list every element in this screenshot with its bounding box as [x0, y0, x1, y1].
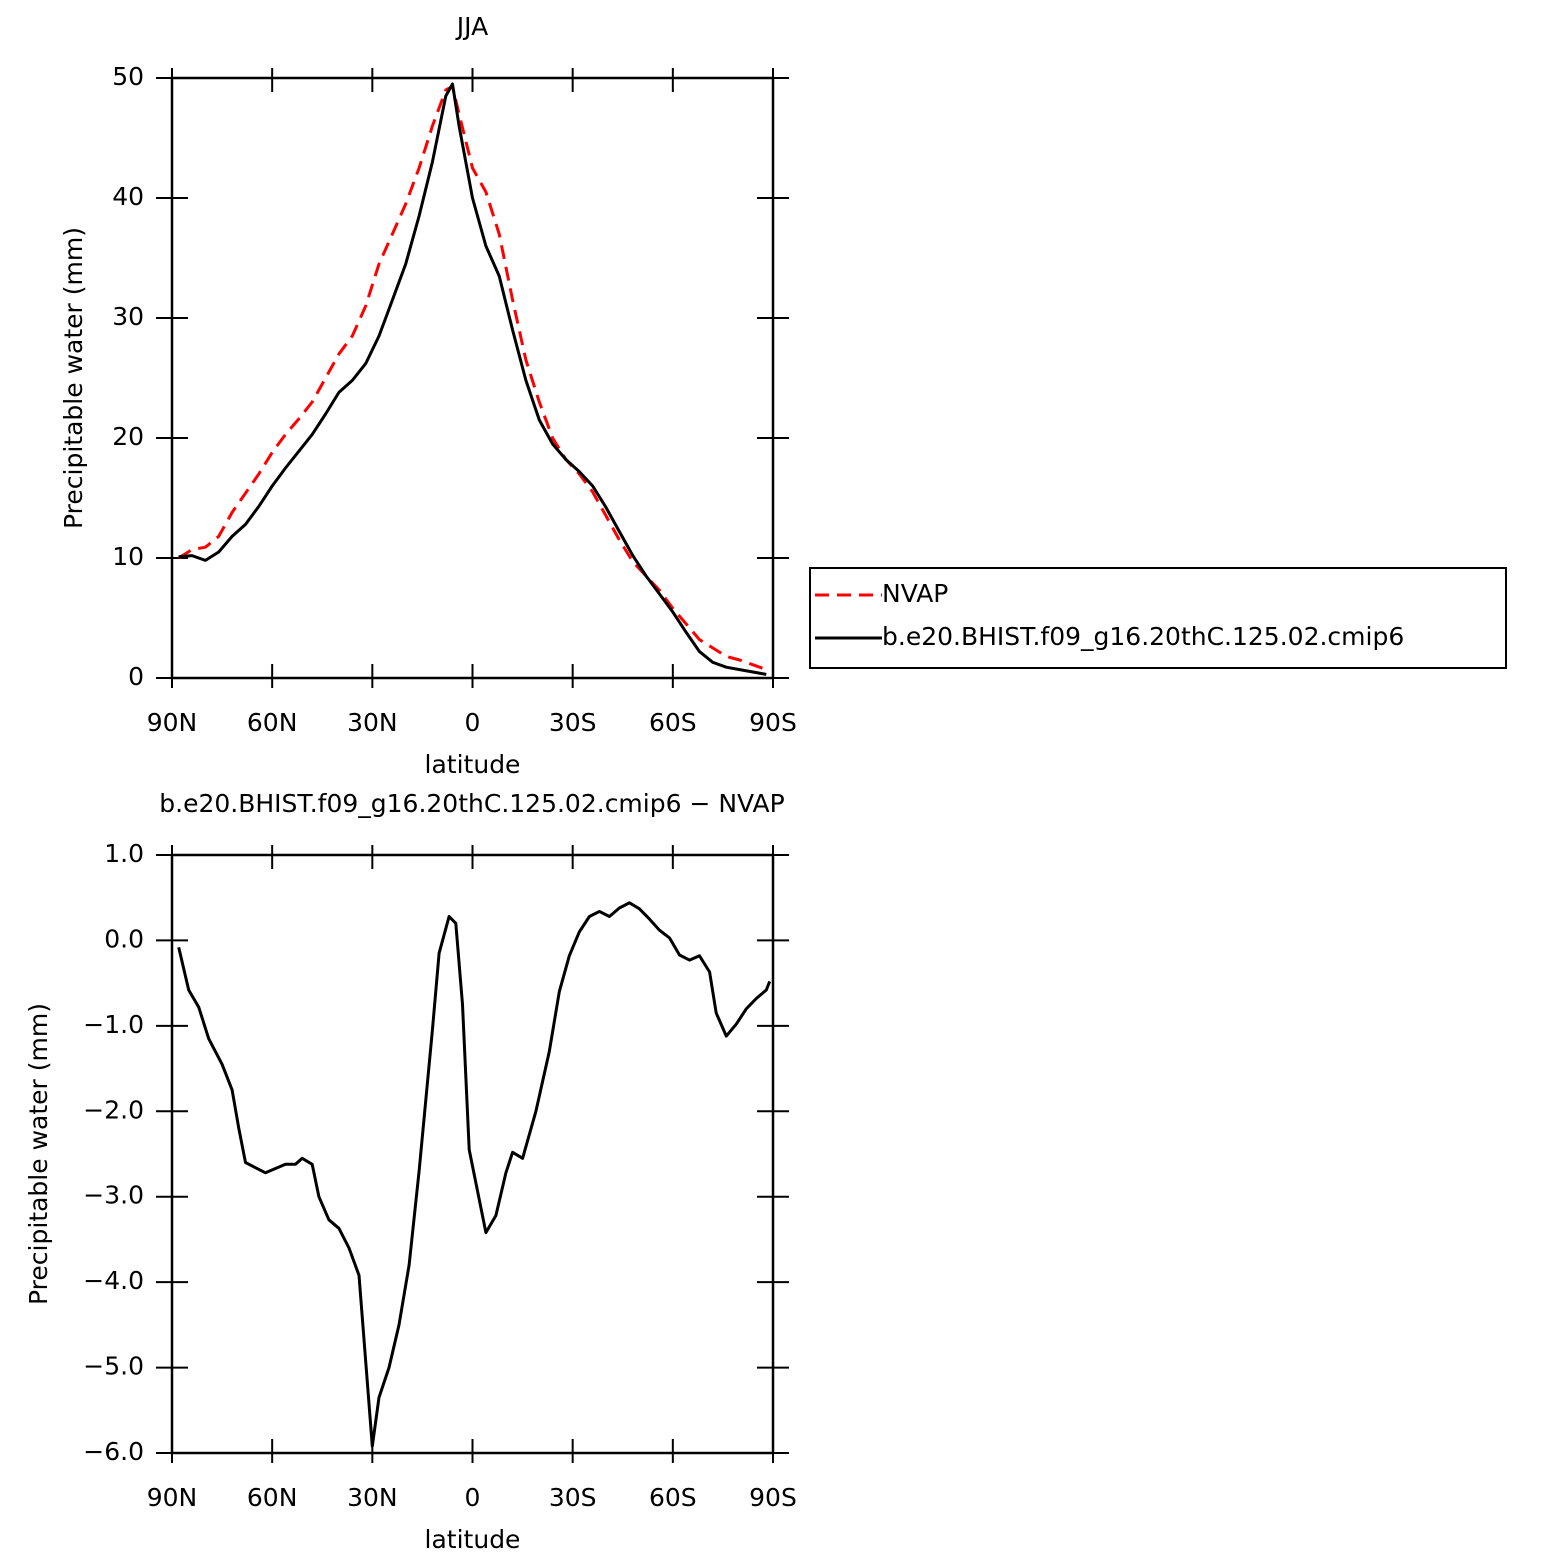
- x-tick-label: 60S: [649, 708, 697, 737]
- x-tick-label: 90N: [147, 1483, 198, 1512]
- legend-box: [809, 567, 1507, 669]
- x-tick-label: 0: [465, 1483, 481, 1512]
- x-tick-label: 90S: [749, 1483, 797, 1512]
- y-tick-label: 1.0: [104, 839, 144, 868]
- y-tick-label: 50: [112, 62, 144, 91]
- data-line: [178, 82, 767, 676]
- chart-title: JJA: [455, 12, 488, 41]
- x-tick-label: 90N: [147, 708, 198, 737]
- y-tick-label: 0: [128, 662, 144, 691]
- x-tick-label: 60N: [247, 1483, 298, 1512]
- y-tick-label: 20: [112, 422, 144, 451]
- x-axis-label: latitude: [425, 1525, 521, 1554]
- y-tick-label: −6.0: [83, 1437, 144, 1466]
- y-axis-label: Precipitable water (mm): [24, 1003, 53, 1305]
- y-axis-label: Precipitable water (mm): [59, 227, 88, 529]
- y-tick-label: 0.0: [104, 924, 144, 953]
- legend-label: NVAP: [882, 579, 948, 608]
- x-tick-label: 0: [465, 708, 481, 737]
- x-tick-label: 90S: [749, 708, 797, 737]
- plot-frame: [170, 853, 775, 1455]
- y-tick-label: 30: [112, 302, 144, 331]
- x-tick-label: 30N: [347, 708, 398, 737]
- x-tick-label: 30N: [347, 1483, 398, 1512]
- x-tick-label: 30S: [549, 1483, 597, 1512]
- y-tick-label: −3.0: [83, 1181, 144, 1210]
- y-tick-label: −5.0: [83, 1352, 144, 1381]
- chart-title: b.e20.BHIST.f09_g16.20thC.125.02.cmip6 −…: [159, 789, 784, 818]
- x-tick-label: 60S: [649, 1483, 697, 1512]
- y-tick-label: 10: [112, 542, 144, 571]
- legend-label: b.e20.BHIST.f09_g16.20thC.125.02.cmip6: [882, 622, 1404, 651]
- y-tick-label: −4.0: [83, 1266, 144, 1295]
- x-tick-label: 60N: [247, 708, 298, 737]
- y-tick-label: −2.0: [83, 1095, 144, 1124]
- y-tick-label: 40: [112, 182, 144, 211]
- y-tick-label: −1.0: [83, 1010, 144, 1039]
- x-tick-label: 30S: [549, 708, 597, 737]
- plot-frame: [170, 76, 775, 680]
- data-line: [177, 84, 767, 672]
- x-axis-label: latitude: [425, 750, 521, 779]
- data-line: [177, 901, 772, 1448]
